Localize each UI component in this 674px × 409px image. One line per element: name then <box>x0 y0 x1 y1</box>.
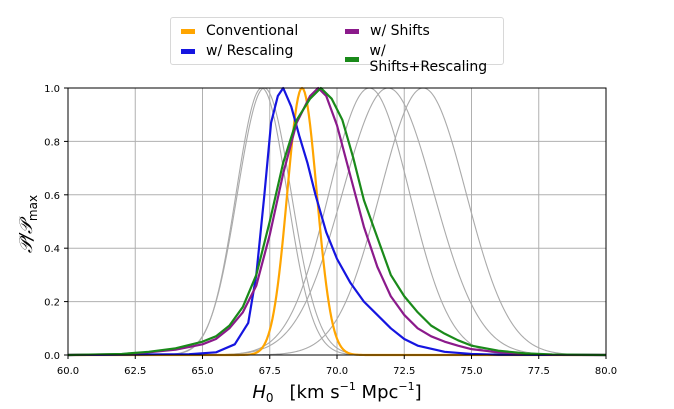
x-tick-label: 70.0 <box>326 366 348 377</box>
legend-label-rescaling: w/ Rescaling <box>206 43 294 59</box>
y-tick-label: 0.0 <box>44 351 60 362</box>
x-tick-labels: 60.0 62.5 65.0 67.5 70.0 72.5 75.0 77.5 80.0 <box>57 366 617 377</box>
legend-label-shifts-rescaling: w/ Shifts+Rescaling <box>369 43 488 75</box>
y-tick-label: 0.4 <box>44 244 60 255</box>
tick-marks <box>64 87 607 359</box>
legend-item-shifts-rescaling: w/ Shifts+Rescaling <box>345 43 503 75</box>
x-tick-label: 62.5 <box>124 366 146 377</box>
series-line-w-shifts <box>67 86 607 357</box>
legend-swatch-rescaling <box>181 48 195 54</box>
legend-item-conventional: Conventional <box>181 23 298 39</box>
legend-label-conventional: Conventional <box>206 23 299 39</box>
x-tick-label: 75.0 <box>460 366 482 377</box>
legend: Conventional w/ Shifts w/ Rescaling w/ S… <box>170 17 504 75</box>
legend-swatch-conventional <box>181 28 195 34</box>
x-tick-label: 67.5 <box>259 366 281 377</box>
y-tick-label: 1.0 <box>44 84 60 95</box>
x-tick-label: 80.0 <box>595 366 617 377</box>
y-tick-labels: 0.0 0.2 0.4 0.6 0.8 1.0 <box>44 84 60 362</box>
y-axis-label: 𝒫/𝒫max <box>16 195 40 253</box>
legend-swatch-shifts-rescaling <box>345 56 359 62</box>
legend-swatch-shifts <box>345 28 359 34</box>
x-tick-label: 60.0 <box>57 366 79 377</box>
x-tick-label: 77.5 <box>528 366 550 377</box>
y-tick-label: 0.8 <box>44 137 60 148</box>
y-tick-label: 0.6 <box>44 191 60 202</box>
series-line-w-shifts-rescaling <box>67 86 607 357</box>
x-tick-label: 72.5 <box>393 366 415 377</box>
legend-label-shifts: w/ Shifts <box>370 23 430 39</box>
legend-item-rescaling: w/ Rescaling <box>181 43 293 59</box>
x-tick-label: 65.0 <box>191 366 213 377</box>
series-line-w-rescaling <box>67 86 607 357</box>
legend-item-shifts: w/ Shifts <box>345 23 430 39</box>
x-axis-label: H0 [km s−1 Mpc−1] <box>252 380 421 405</box>
y-tick-label: 0.2 <box>44 298 60 309</box>
